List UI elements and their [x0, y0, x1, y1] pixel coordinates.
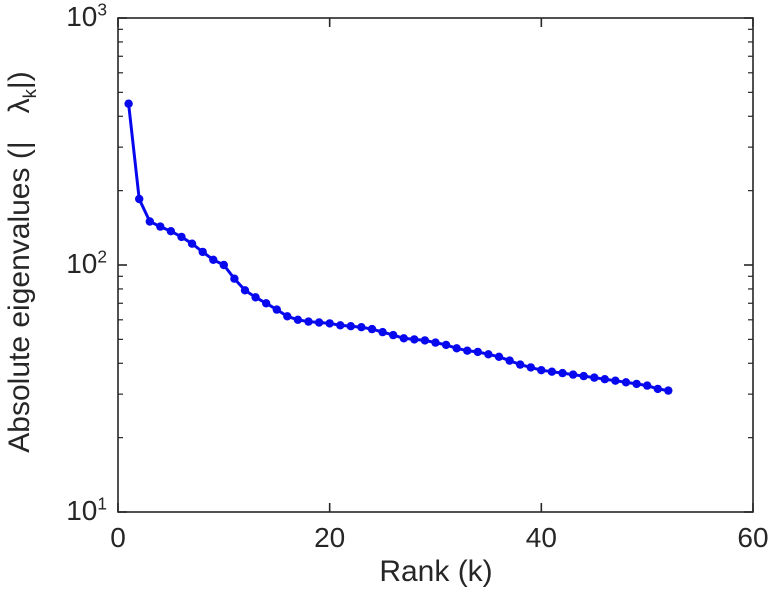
x-tick-label: 60 — [737, 522, 769, 553]
data-point — [441, 340, 451, 350]
y-axis-label: Absolute eigenvalues (| λk|) — [3, 71, 41, 452]
data-point — [156, 222, 165, 231]
data-line — [127, 102, 670, 393]
data-point — [389, 330, 398, 340]
lambda-symbol: λ — [3, 98, 36, 114]
x-tick-label: 0 — [110, 522, 126, 553]
data-point — [579, 371, 588, 381]
data-point — [547, 367, 557, 376]
data-point — [431, 338, 440, 347]
data-point — [240, 286, 250, 295]
data-point — [505, 356, 514, 365]
data-point — [124, 99, 133, 108]
data-point — [145, 217, 154, 226]
y-tick-label: 102 — [66, 247, 107, 280]
data-point — [314, 318, 324, 327]
data-point — [272, 305, 281, 314]
data-point — [230, 274, 239, 283]
data-point — [336, 321, 345, 330]
data-point — [590, 373, 599, 382]
data-point — [346, 322, 355, 331]
data-point — [526, 363, 535, 372]
x-axis-label-text: Rank (k) — [379, 555, 493, 588]
data-point — [399, 334, 408, 343]
data-point — [325, 319, 334, 328]
x-axis-label: Rank (k) — [379, 555, 492, 589]
y-tick-mantissa: 10 — [66, 247, 98, 279]
data-point — [558, 368, 567, 378]
data-point — [494, 352, 504, 361]
data-point — [378, 327, 387, 337]
data-point — [166, 227, 176, 236]
data-point — [664, 386, 673, 395]
x-tick-label: 20 — [314, 522, 346, 553]
data-point — [367, 324, 377, 334]
data-point — [293, 315, 303, 324]
data-point — [262, 299, 271, 308]
data-point — [304, 317, 313, 326]
data-point — [219, 260, 228, 270]
data-point — [600, 375, 609, 384]
data-point — [177, 232, 186, 242]
data-point — [198, 247, 207, 257]
y-tick-mantissa: 10 — [66, 494, 98, 526]
data-point — [463, 346, 472, 355]
data-point — [537, 366, 546, 375]
data-point — [251, 293, 260, 302]
data-point — [516, 360, 525, 369]
y-tick-exponent: 3 — [97, 0, 107, 20]
y-axis-label-text: Absolute eigenvalues (| — [3, 141, 36, 453]
data-point — [209, 255, 218, 264]
data-point — [357, 323, 366, 332]
y-tick-exponent: 1 — [97, 493, 107, 514]
data-point — [621, 378, 631, 387]
data-point — [632, 379, 641, 389]
data-point — [473, 347, 482, 357]
data-point — [283, 312, 292, 321]
y-tick-exponent: 2 — [97, 246, 107, 267]
y-tick-label: 103 — [66, 0, 107, 33]
y-tick-label: 101 — [66, 494, 107, 527]
data-point — [653, 384, 662, 394]
axes-box — [117, 17, 754, 513]
data-point — [484, 350, 493, 359]
data-point — [420, 336, 430, 345]
data-point — [410, 335, 419, 344]
data-point — [452, 344, 461, 353]
data-point — [611, 376, 620, 385]
data-point — [187, 239, 197, 248]
x-tick-label: 40 — [525, 522, 557, 553]
data-point — [135, 194, 144, 204]
y-axis-label-close: |) — [3, 71, 36, 90]
data-point — [643, 381, 652, 390]
lambda-subscript: k — [19, 89, 40, 99]
data-point — [568, 370, 578, 379]
y-tick-mantissa: 10 — [66, 0, 98, 32]
